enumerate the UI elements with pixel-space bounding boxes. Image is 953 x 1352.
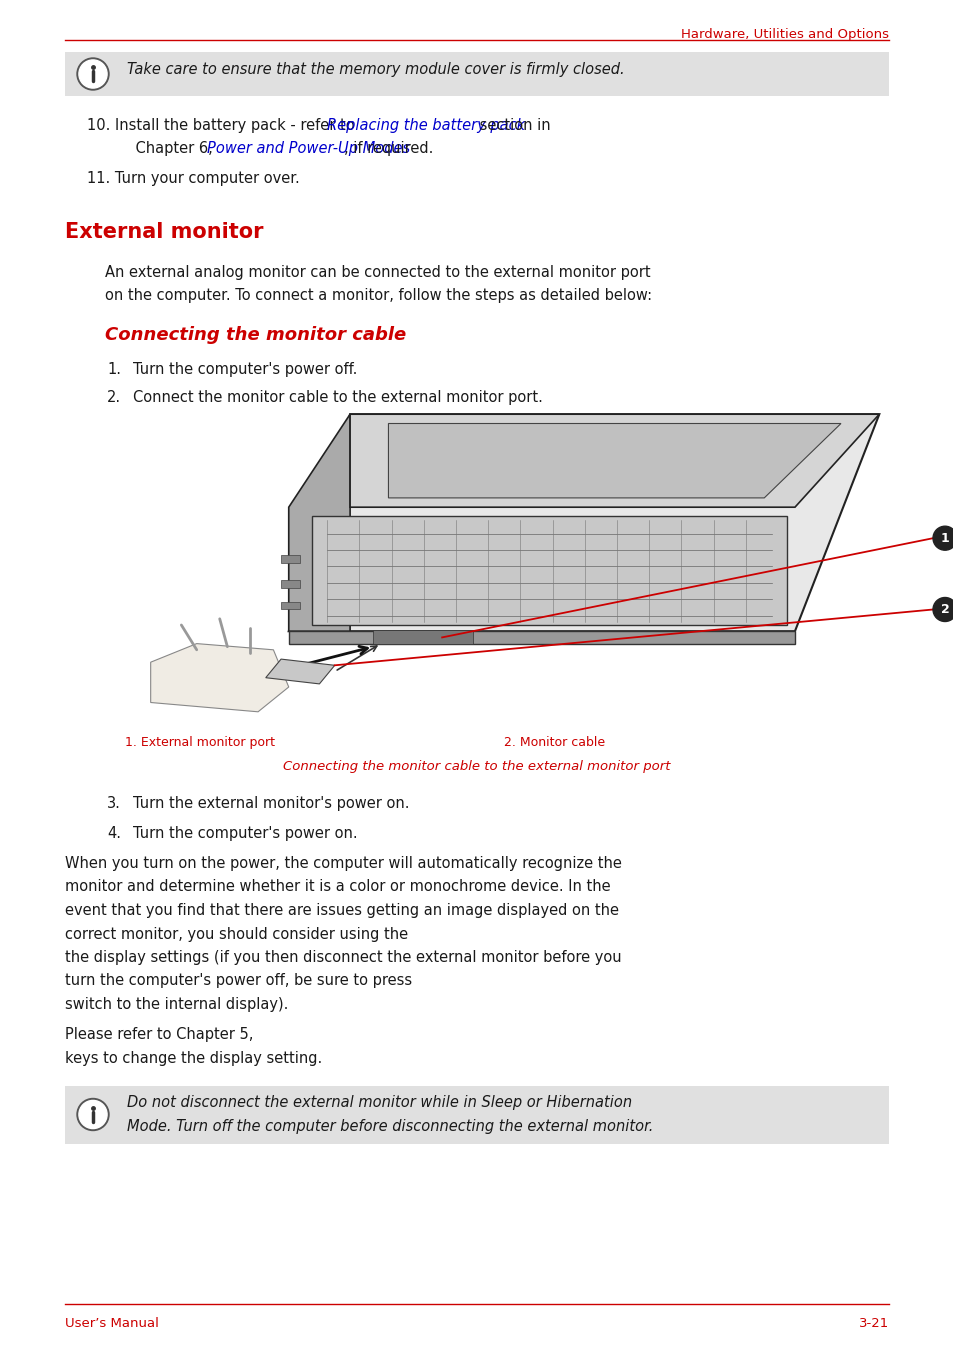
Text: 2.: 2. bbox=[107, 389, 121, 406]
Text: When you turn on the power, the computer will automatically recognize the: When you turn on the power, the computer… bbox=[65, 856, 621, 871]
Text: section in: section in bbox=[475, 118, 550, 132]
Text: the display settings (if you then disconnect the external monitor before you: the display settings (if you then discon… bbox=[65, 950, 621, 965]
Text: Chapter 6,: Chapter 6, bbox=[117, 141, 217, 155]
Text: correct monitor, you should consider using the: correct monitor, you should consider usi… bbox=[65, 926, 413, 941]
Text: switch to the internal display).: switch to the internal display). bbox=[65, 996, 288, 1013]
Circle shape bbox=[77, 58, 109, 91]
Text: Do not disconnect the external monitor while in Sleep or Hibernation: Do not disconnect the external monitor w… bbox=[127, 1095, 632, 1110]
FancyBboxPatch shape bbox=[120, 408, 886, 718]
Polygon shape bbox=[289, 631, 794, 644]
Polygon shape bbox=[312, 516, 786, 625]
Bar bbox=[281, 556, 300, 562]
Text: 1: 1 bbox=[940, 531, 948, 545]
Polygon shape bbox=[266, 658, 335, 684]
Text: Take care to ensure that the memory module cover is firmly closed.: Take care to ensure that the memory modu… bbox=[127, 62, 624, 77]
Text: keys to change the display setting.: keys to change the display setting. bbox=[65, 1051, 322, 1065]
Text: External monitor: External monitor bbox=[65, 223, 263, 242]
Text: Mode. Turn off the computer before disconnecting the external monitor.: Mode. Turn off the computer before disco… bbox=[127, 1119, 653, 1134]
Text: Replacing the battery pack: Replacing the battery pack bbox=[327, 118, 524, 132]
Circle shape bbox=[932, 526, 953, 550]
Text: An external analog monitor can be connected to the external monitor port: An external analog monitor can be connec… bbox=[105, 265, 650, 280]
Text: Connecting the monitor cable: Connecting the monitor cable bbox=[105, 326, 406, 343]
Text: User’s Manual: User’s Manual bbox=[65, 1317, 159, 1330]
Text: monitor and determine whether it is a color or monochrome device. In the: monitor and determine whether it is a co… bbox=[65, 880, 610, 895]
Polygon shape bbox=[289, 414, 350, 631]
Text: Please refer to Chapter 5,: Please refer to Chapter 5, bbox=[65, 1028, 257, 1042]
Text: turn the computer's power off, be sure to press: turn the computer's power off, be sure t… bbox=[65, 973, 416, 988]
Bar bbox=[373, 630, 473, 644]
Text: Turn the computer's power off.: Turn the computer's power off. bbox=[132, 362, 357, 377]
Circle shape bbox=[77, 1098, 109, 1130]
Text: on the computer. To connect a monitor, follow the steps as detailed below:: on the computer. To connect a monitor, f… bbox=[105, 288, 652, 303]
FancyBboxPatch shape bbox=[65, 1086, 888, 1144]
Text: 3-21: 3-21 bbox=[858, 1317, 888, 1330]
FancyBboxPatch shape bbox=[65, 51, 888, 96]
Bar bbox=[281, 580, 300, 588]
Polygon shape bbox=[289, 414, 879, 631]
Circle shape bbox=[79, 59, 107, 88]
Text: 1. External monitor port: 1. External monitor port bbox=[125, 735, 274, 749]
Text: Hardware, Utilities and Options: Hardware, Utilities and Options bbox=[680, 28, 888, 41]
Text: Connect the monitor cable to the external monitor port.: Connect the monitor cable to the externa… bbox=[132, 389, 542, 406]
Polygon shape bbox=[151, 644, 289, 711]
Text: 3.: 3. bbox=[107, 796, 121, 811]
Text: 11. Turn your computer over.: 11. Turn your computer over. bbox=[87, 170, 299, 185]
Text: Turn the external monitor's power on.: Turn the external monitor's power on. bbox=[132, 796, 409, 811]
Text: 10. Install the battery pack - refer to: 10. Install the battery pack - refer to bbox=[87, 118, 359, 132]
Bar bbox=[281, 602, 300, 610]
Text: 1.: 1. bbox=[107, 362, 121, 377]
Text: 2: 2 bbox=[940, 603, 948, 617]
Text: , if required.: , if required. bbox=[343, 141, 433, 155]
Text: 2. Monitor cable: 2. Monitor cable bbox=[503, 735, 604, 749]
Polygon shape bbox=[388, 423, 841, 498]
Circle shape bbox=[932, 598, 953, 622]
Circle shape bbox=[79, 1101, 107, 1129]
Text: 4.: 4. bbox=[107, 826, 121, 841]
Text: Power and Power-Up Modes: Power and Power-Up Modes bbox=[207, 141, 410, 155]
Polygon shape bbox=[350, 414, 879, 507]
Text: Turn the computer's power on.: Turn the computer's power on. bbox=[132, 826, 357, 841]
Text: Connecting the monitor cable to the external monitor port: Connecting the monitor cable to the exte… bbox=[283, 760, 670, 773]
Text: event that you find that there are issues getting an image displayed on the: event that you find that there are issue… bbox=[65, 903, 618, 918]
